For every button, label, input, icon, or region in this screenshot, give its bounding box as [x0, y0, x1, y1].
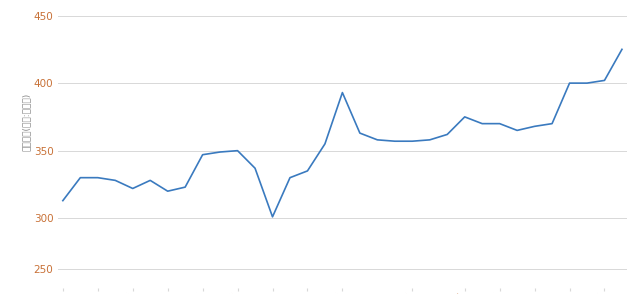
Y-axis label: 거래금액(단위:백만원): 거래금액(단위:백만원)	[22, 93, 31, 151]
